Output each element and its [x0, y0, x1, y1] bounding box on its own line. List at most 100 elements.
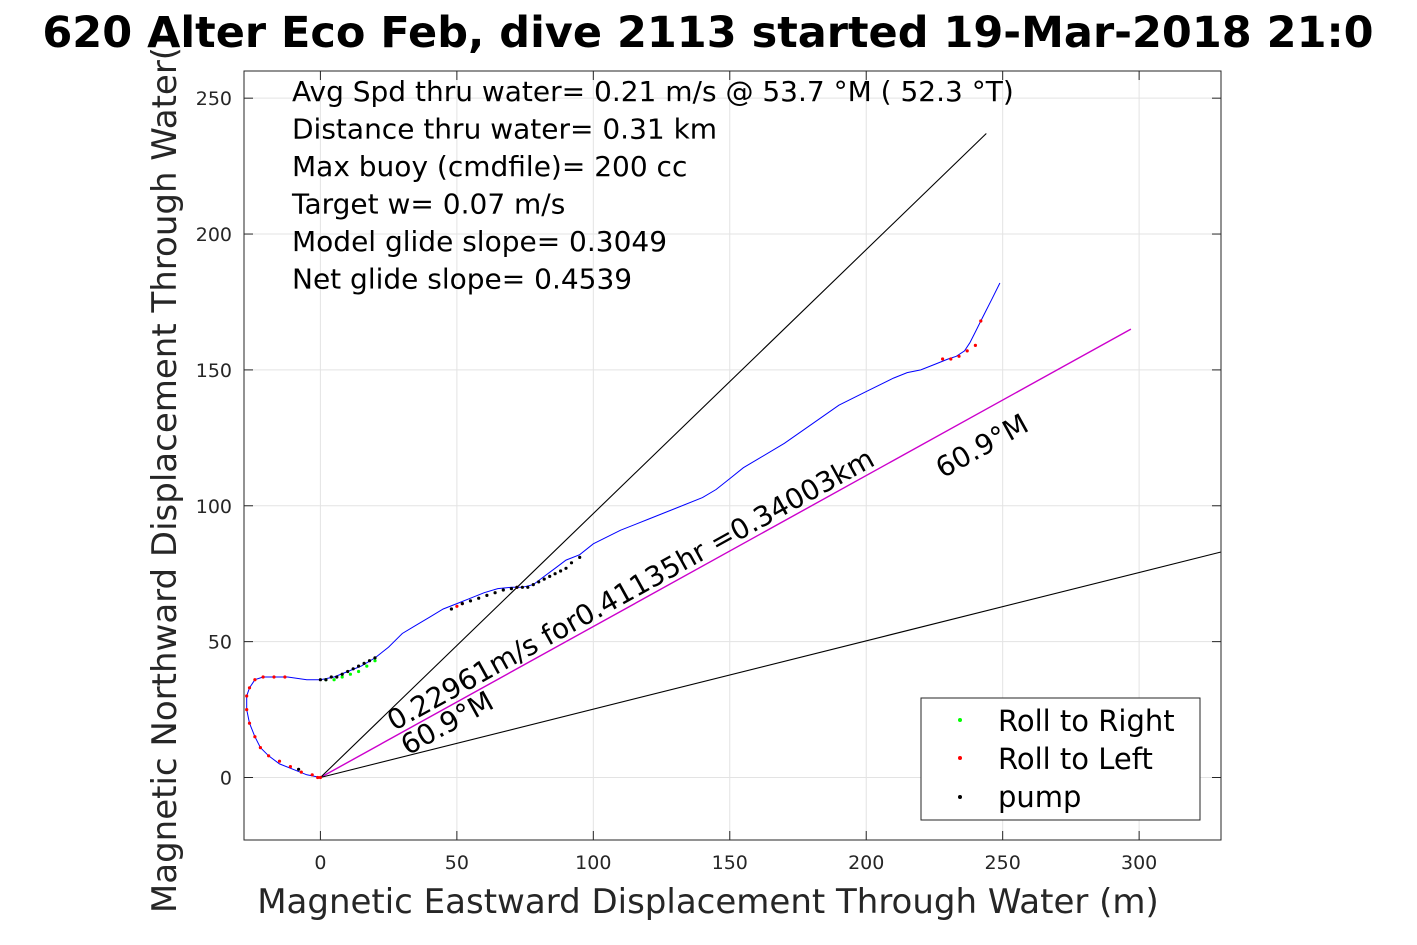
pump-marker: [493, 591, 497, 595]
roll-left-marker: [247, 721, 252, 725]
roll-left-marker: [957, 354, 961, 358]
pump-marker: [515, 585, 519, 589]
pump-marker: [569, 561, 574, 565]
info-line: Max buoy (cmdfile)= 200 cc: [292, 150, 687, 183]
roll-left-marker: [318, 775, 322, 780]
info-line: Avg Spd thru water= 0.21 m/s @ 53.7 °M (…: [292, 75, 1014, 108]
roll-left-marker: [258, 746, 262, 750]
roll-left-marker: [979, 319, 983, 323]
roll-left-marker: [245, 694, 249, 698]
series-envelope-upper-line: [320, 133, 987, 778]
pump-marker: [351, 667, 355, 671]
pump-marker: [373, 656, 377, 660]
roll-left-marker: [253, 678, 257, 682]
roll-right-marker: [348, 672, 352, 676]
info-line: Model glide slope= 0.3049: [292, 225, 667, 258]
x-tick-label: 50: [445, 852, 469, 874]
roll-left-marker: [965, 349, 969, 353]
pump-marker: [357, 664, 361, 668]
y-tick-label: 200: [196, 224, 232, 246]
y-tick-label: 150: [196, 360, 232, 382]
y-axis-label: Magnetic Northward Displacement Through …: [145, 47, 185, 913]
x-tick-label: 100: [575, 852, 611, 874]
roll-right-marker: [373, 659, 377, 663]
roll-left-marker: [283, 675, 287, 679]
pump-marker: [362, 661, 366, 666]
pump-marker: [324, 678, 328, 682]
pump-marker: [346, 669, 350, 674]
roll-left-marker: [261, 675, 265, 679]
pump-marker: [297, 767, 301, 771]
y-tick-label: 100: [196, 496, 232, 518]
pump-marker: [468, 599, 473, 603]
x-tick-label: 0: [314, 852, 326, 874]
roll-left-marker: [316, 775, 320, 780]
pump-marker: [449, 607, 453, 611]
pump-marker: [578, 555, 582, 560]
roll-left-marker: [247, 686, 252, 690]
pump-marker: [520, 585, 525, 589]
info-line: Target w= 0.07 m/s: [291, 188, 565, 221]
pump-marker: [509, 587, 513, 591]
info-line: Distance thru water= 0.31 km: [292, 113, 717, 146]
roll-left-marker: [288, 765, 292, 769]
x-tick-label: 150: [712, 852, 748, 874]
pump-marker: [460, 602, 464, 606]
legend-box: [920, 697, 1201, 821]
pump-marker: [485, 593, 489, 598]
chart-title: 620 Alter Eco Feb, dive 2113 started 19-…: [42, 8, 1373, 58]
roll-left-marker: [941, 357, 945, 361]
legend-label-pump: pump: [998, 780, 1081, 814]
roll-left-marker: [272, 675, 276, 679]
roll-left-marker: [253, 735, 257, 739]
roll-left-marker: [299, 770, 303, 774]
pump-marker: [531, 583, 535, 587]
pump-marker: [501, 588, 505, 592]
roll-right-marker: [340, 675, 344, 679]
pump-marker: [329, 675, 333, 679]
pump-marker: [548, 574, 552, 579]
pump-marker: [553, 572, 557, 576]
marker-layer: [245, 319, 983, 780]
roll-left-marker: [455, 604, 459, 608]
pump-marker: [340, 672, 344, 676]
pump-marker: [477, 596, 481, 600]
pump-marker: [542, 577, 546, 581]
pump-marker: [559, 569, 563, 573]
roll-left-marker: [973, 343, 978, 347]
y-tick-label: 50: [208, 632, 232, 654]
pump-marker: [526, 585, 530, 589]
legend-marker-pump: [958, 795, 962, 799]
legend-marker-roll-left: [958, 756, 962, 760]
pump-marker: [367, 659, 372, 663]
roll-left-marker: [310, 773, 314, 777]
series-envelope-lower-line: [320, 551, 1222, 779]
x-tick-label: 300: [1121, 852, 1157, 874]
roll-right-marker: [332, 678, 336, 682]
roll-right-marker: [357, 669, 361, 674]
y-tick-label: 250: [196, 88, 232, 110]
roll-left-marker: [277, 759, 282, 763]
legend-label-roll-left: Roll to Left: [998, 742, 1153, 776]
pump-marker: [537, 580, 541, 584]
pump-marker: [564, 566, 568, 570]
plot-frame: [243, 70, 1222, 841]
roll-left-marker: [267, 754, 271, 758]
pump-marker: [318, 678, 322, 682]
x-tick-label: 250: [985, 852, 1021, 874]
series-net-direction-line: [320, 328, 1132, 779]
legend-marker-roll-right: [958, 718, 962, 722]
info-line: Net glide slope= 0.4539: [292, 263, 632, 296]
ticks: 0 50 100 150 200 250 300 0 50 100 150 200 250: [196, 71, 1221, 874]
roll-right-marker: [365, 664, 369, 668]
legend-label-roll-right: Roll to Right: [998, 704, 1175, 738]
info-text-block: Avg Spd thru water= 0.21 m/s @ 53.7 °M (…: [291, 75, 1014, 296]
roll-left-marker: [245, 708, 249, 712]
pump-marker: [335, 675, 339, 679]
x-tick-label: 200: [848, 852, 884, 874]
legend: Roll to Right Roll to Left pump: [920, 697, 1201, 821]
roll-left-marker: [949, 357, 953, 361]
y-tick-label: 0: [220, 768, 232, 790]
x-axis-label: Magnetic Eastward Displacement Through W…: [257, 882, 1159, 922]
